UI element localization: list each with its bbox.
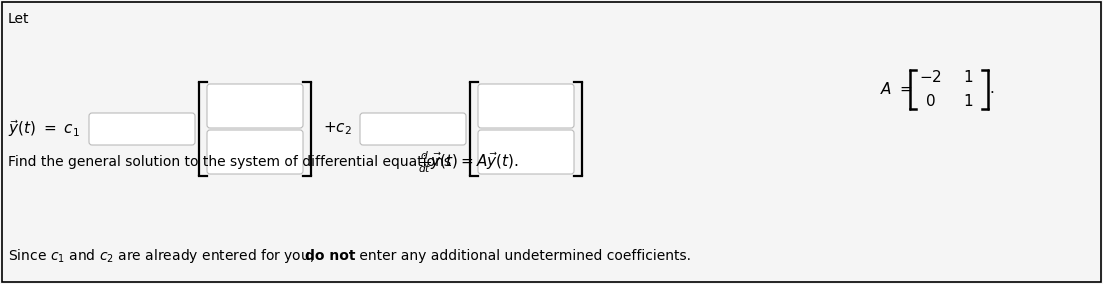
FancyBboxPatch shape bbox=[207, 130, 303, 174]
Text: Find the general solution to the system of differential equations: Find the general solution to the system … bbox=[8, 155, 451, 169]
Text: $1$: $1$ bbox=[963, 93, 973, 109]
Text: do not: do not bbox=[306, 249, 355, 263]
Text: enter any additional undetermined coefficients.: enter any additional undetermined coeffi… bbox=[355, 249, 690, 263]
Text: $\frac{d}{dt}\vec{y}(t) = A\vec{y}(t).$: $\frac{d}{dt}\vec{y}(t) = A\vec{y}(t).$ bbox=[418, 149, 520, 175]
Text: Let: Let bbox=[8, 12, 30, 26]
Text: $+c_2$: $+c_2$ bbox=[323, 121, 352, 137]
Text: $\vec{y}(t)\ =\ c_1$: $\vec{y}(t)\ =\ c_1$ bbox=[8, 118, 81, 139]
FancyBboxPatch shape bbox=[89, 113, 195, 145]
Text: Since $c_1$ and $c_2$ are already entered for you,: Since $c_1$ and $c_2$ are already entere… bbox=[8, 247, 315, 265]
Text: $-2$: $-2$ bbox=[919, 69, 942, 85]
FancyBboxPatch shape bbox=[478, 130, 574, 174]
FancyBboxPatch shape bbox=[360, 113, 465, 145]
Text: $1$: $1$ bbox=[963, 69, 973, 85]
Text: $0$: $0$ bbox=[924, 93, 935, 109]
FancyBboxPatch shape bbox=[478, 84, 574, 128]
Text: $A\ =\ $: $A\ =\ $ bbox=[880, 81, 912, 97]
FancyBboxPatch shape bbox=[207, 84, 303, 128]
Text: .: . bbox=[990, 82, 995, 96]
